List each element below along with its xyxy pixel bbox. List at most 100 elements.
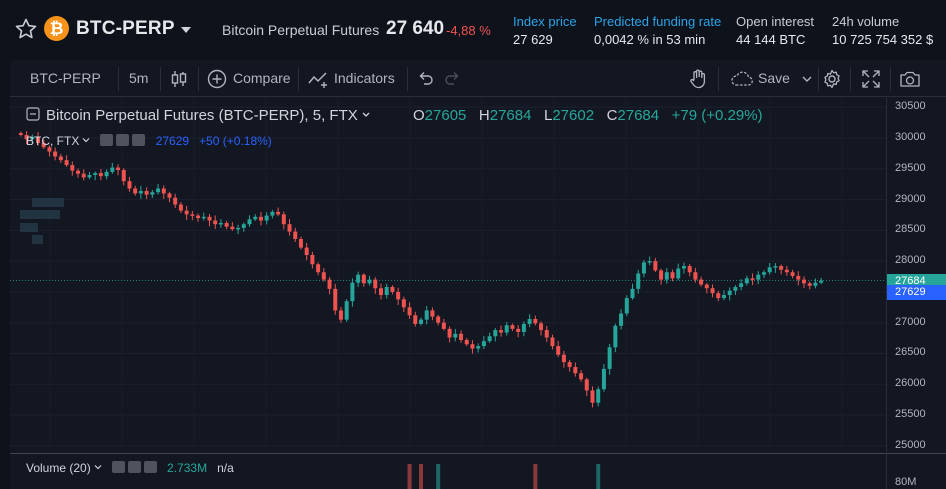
redo-icon[interactable] — [442, 68, 464, 90]
series-title[interactable]: Bitcoin Perpetual Futures (BTC-PERP), 5,… — [46, 107, 358, 124]
index-series-title[interactable]: BTC, FTX — [26, 134, 80, 148]
chevron-down-icon[interactable] — [796, 68, 818, 90]
candle-body — [213, 220, 218, 225]
collapse-square-icon[interactable] — [26, 107, 40, 121]
gear-icon[interactable] — [821, 68, 843, 90]
candle-body — [401, 299, 406, 308]
volume-bar — [418, 464, 424, 489]
toolbar-divider — [118, 67, 119, 91]
volume-title[interactable]: Volume (20) — [26, 461, 91, 475]
candle-body — [293, 231, 298, 239]
funding-rate-value: 0,0042 % in 53 min — [594, 32, 706, 47]
chevron-down-icon[interactable] — [80, 136, 92, 145]
hand-drag-icon[interactable] — [686, 67, 710, 91]
interval-button[interactable]: 5m — [129, 70, 149, 86]
volume-pane[interactable]: Volume (20) 2.733M n/a 80M — [10, 453, 946, 489]
fullscreen-icon[interactable] — [860, 68, 882, 90]
ohlc-values: O27605 H27684 L27602 C27684 +79 (+0.29%) — [413, 107, 763, 124]
candle-body — [161, 188, 166, 194]
candle-body — [327, 279, 332, 289]
price-axis-tick: 29000 — [895, 192, 926, 205]
candle-body — [750, 278, 755, 280]
price-axis[interactable]: 3050030000295002900028500280002750027000… — [886, 98, 946, 452]
candle-body — [304, 247, 309, 255]
price-axis-tick: 25000 — [895, 438, 926, 451]
candle-body — [350, 282, 355, 302]
funding-countdown: in 53 min — [648, 32, 706, 47]
toolbar-symbol-button[interactable]: BTC-PERP — [30, 70, 101, 86]
candle-body — [647, 261, 652, 263]
save-button[interactable]: Save — [758, 70, 790, 86]
toolbar-divider — [818, 67, 819, 91]
price-axis-tick: 29500 — [895, 161, 926, 174]
candle-body — [258, 216, 263, 221]
indicator-marker — [32, 198, 64, 207]
price-axis-tick: 30000 — [895, 131, 926, 144]
index-price-label[interactable]: Index price — [513, 14, 577, 29]
settings-small-icon[interactable] — [116, 134, 130, 146]
candle-body — [373, 279, 378, 289]
compare-button[interactable]: Compare — [233, 70, 291, 86]
chevron-down-icon[interactable] — [181, 27, 191, 33]
candle-body — [590, 390, 595, 403]
indicators-icon[interactable] — [307, 68, 329, 90]
candle-body — [596, 389, 601, 403]
main-series-legend: Bitcoin Perpetual Futures (BTC-PERP), 5,… — [26, 107, 372, 124]
funding-rate-label[interactable]: Predicted funding rate — [594, 14, 722, 29]
favorite-star-icon[interactable] — [14, 17, 38, 41]
indicators-button[interactable]: Indicators — [334, 70, 395, 86]
index-series-legend: BTC, FTX 27629 +50 (+0.18%) — [26, 134, 272, 148]
volume-legend: Volume (20) 2.733M n/a — [26, 461, 234, 475]
volume-canvas[interactable] — [10, 454, 886, 489]
candle-body — [544, 330, 549, 338]
candle-body — [253, 216, 258, 220]
candle-body — [641, 262, 646, 274]
price-chart-canvas[interactable] — [10, 98, 886, 452]
close-small-icon[interactable] — [132, 134, 146, 146]
add-circle-icon[interactable] — [206, 68, 228, 90]
settings-small-icon[interactable] — [127, 461, 141, 473]
undo-icon[interactable] — [414, 68, 436, 90]
close-small-icon[interactable] — [143, 461, 157, 473]
candle-body — [744, 278, 749, 284]
eye-toggle-icon[interactable] — [100, 134, 114, 146]
candle-body — [556, 346, 561, 355]
candle-body — [670, 272, 675, 279]
volume-na: n/a — [217, 461, 234, 475]
candle-body — [58, 156, 63, 161]
candle-body — [361, 274, 366, 284]
candle-body — [104, 171, 109, 177]
candle-body — [447, 328, 452, 338]
cloud-save-icon[interactable] — [729, 68, 755, 90]
close-value: 27684 — [617, 107, 660, 124]
index-series-value: 27629 — [155, 134, 190, 148]
candle-body — [287, 224, 292, 232]
candle-body — [190, 214, 195, 216]
candle-body — [167, 193, 172, 198]
candle-body — [230, 226, 235, 230]
candle-body — [441, 322, 446, 329]
camera-icon[interactable] — [898, 68, 922, 90]
toolbar-divider — [298, 67, 299, 91]
chevron-down-icon[interactable] — [360, 110, 372, 120]
candle-body — [270, 211, 275, 216]
candle-body — [367, 279, 372, 284]
candle-body — [619, 313, 624, 326]
chevron-down-icon[interactable] — [92, 463, 104, 472]
candle-body — [110, 167, 115, 172]
price-axis-tick: 27000 — [895, 315, 926, 328]
price-axis-tag: 27629 — [887, 284, 946, 300]
chart-toolbar: BTC-PERP 5m Compare Indicators — [10, 60, 946, 97]
candle-body — [247, 219, 252, 225]
market-full-name: Bitcoin Perpetual Futures — [222, 22, 380, 38]
candle-body — [533, 319, 538, 324]
volume-24h-value: 10 725 754 352 $ — [832, 32, 934, 47]
candle-body — [521, 323, 526, 332]
market-header: ₿ BTC-PERP Bitcoin Perpetual Futures 27 … — [0, 0, 946, 60]
eye-toggle-icon[interactable] — [111, 461, 125, 473]
market-symbol[interactable]: BTC-PERP — [76, 18, 175, 39]
candles-style-icon[interactable] — [168, 68, 190, 90]
candle-body — [487, 336, 492, 342]
candle-body — [453, 333, 458, 338]
candle-body — [510, 325, 515, 329]
